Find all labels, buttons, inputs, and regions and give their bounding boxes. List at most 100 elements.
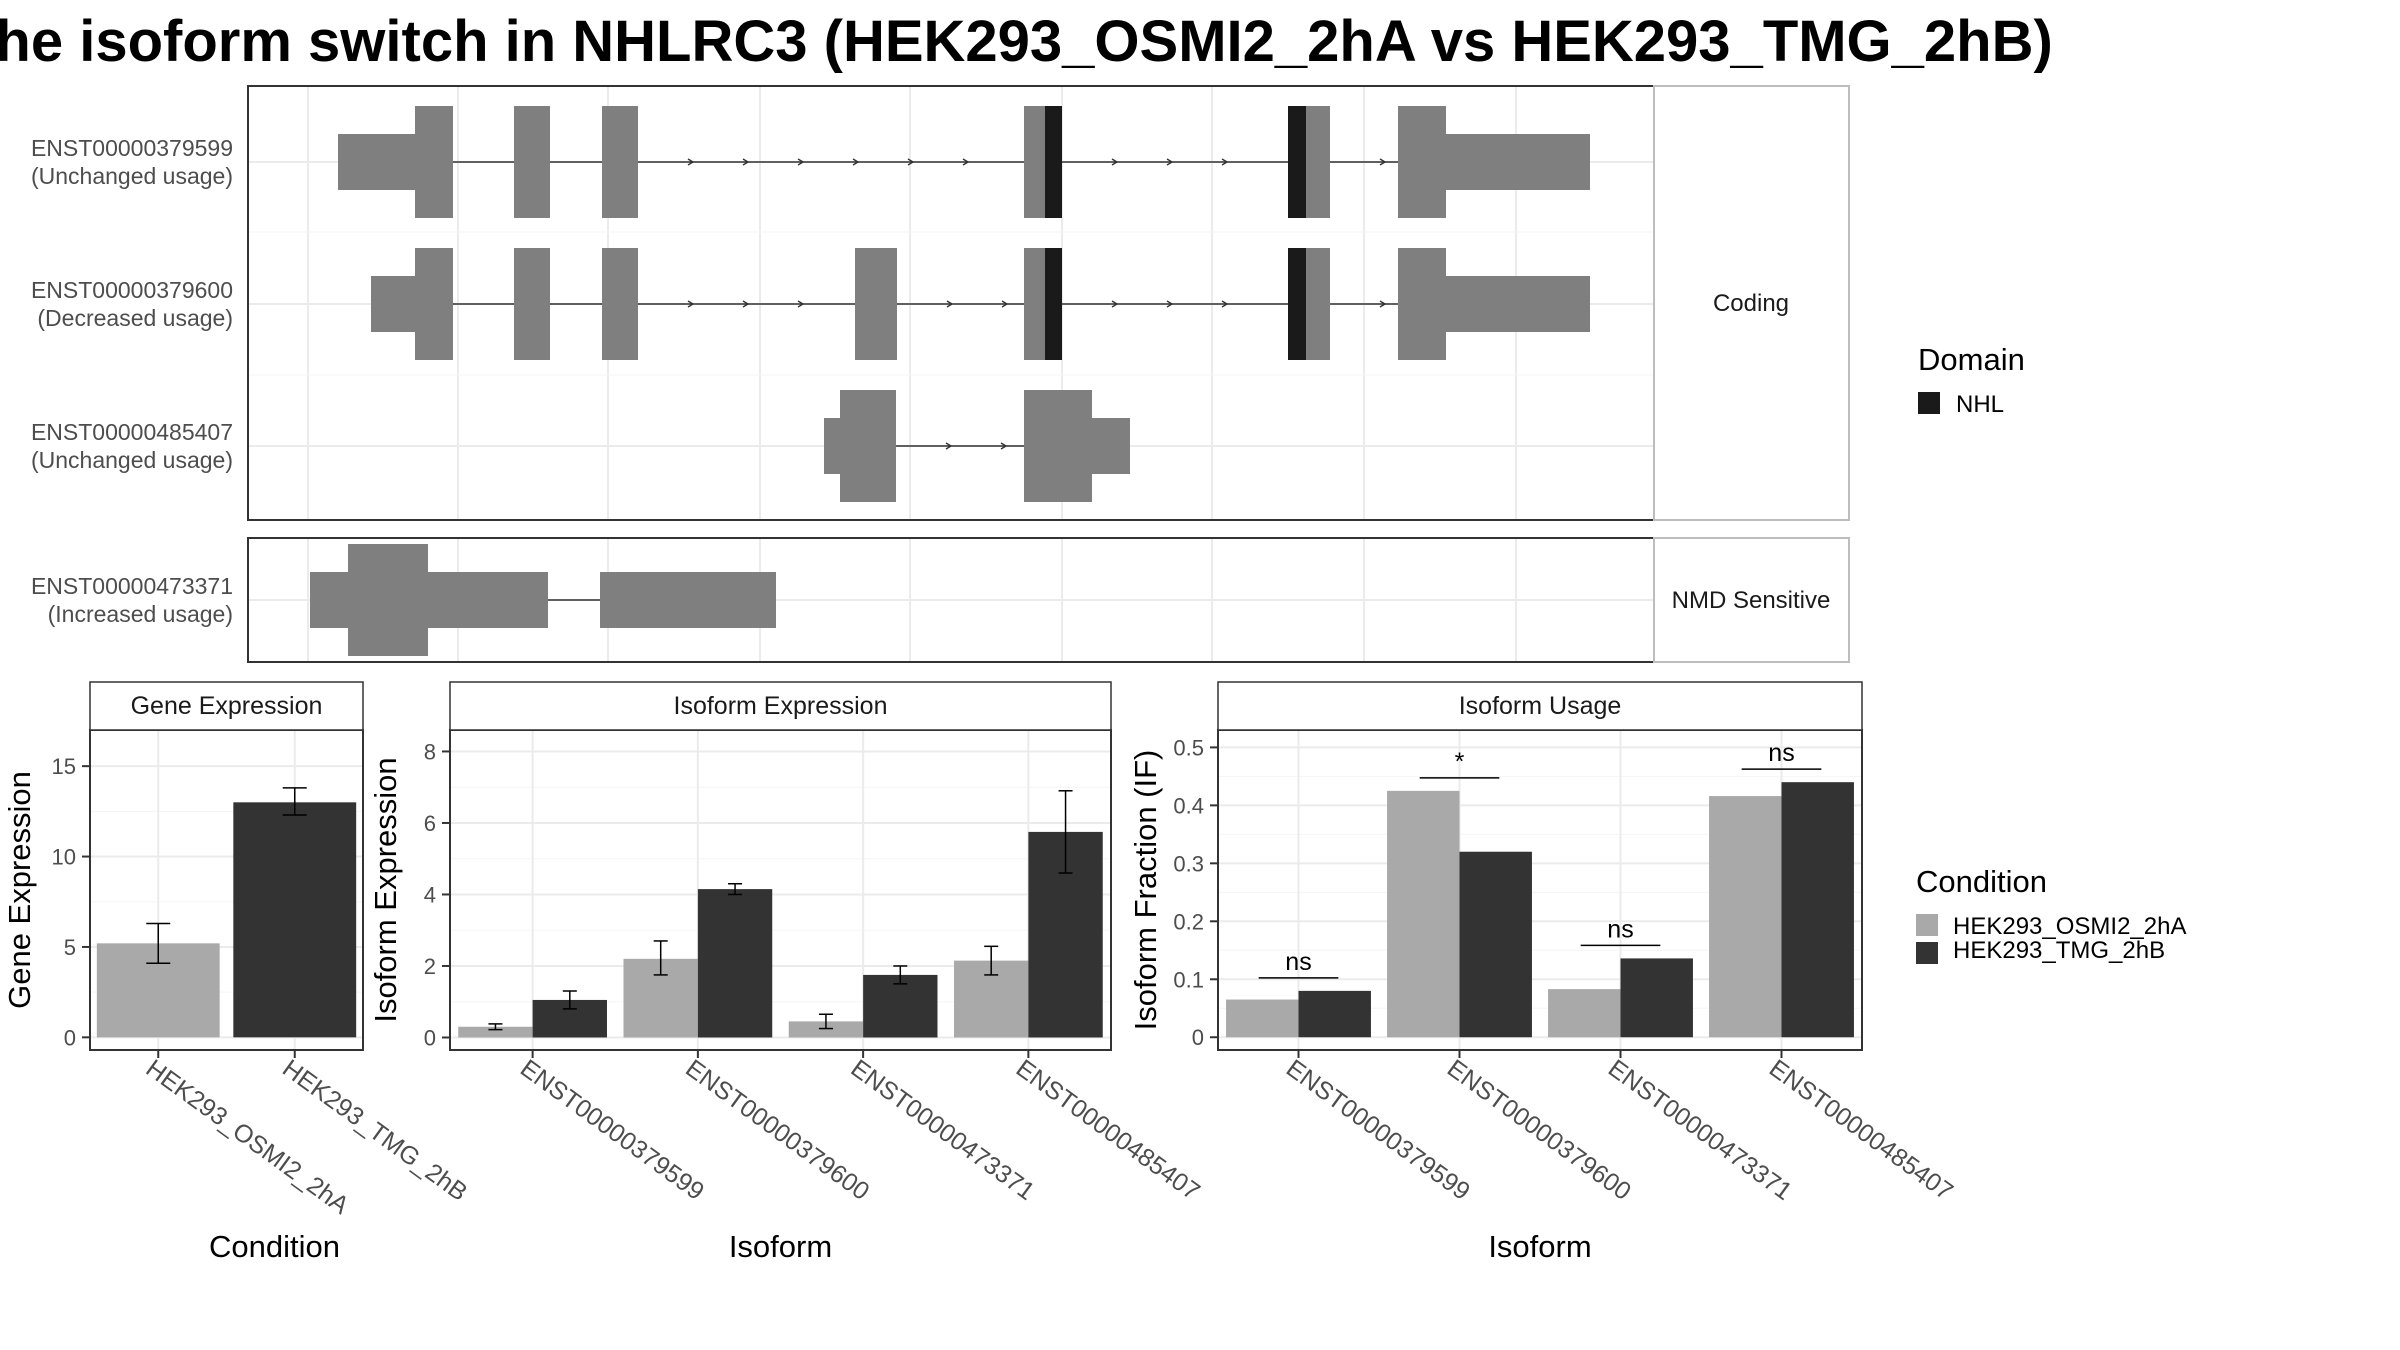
coding-exon [855,248,897,360]
nhl-domain [1045,248,1062,360]
bar [1459,851,1532,1038]
intron-arrow [687,158,695,166]
y-tick-label: 4 [424,882,436,907]
intron-arrow [945,442,953,450]
utr-exon [1446,134,1590,190]
intron-arrow [1111,158,1119,166]
coding-exon [514,248,550,360]
legend-condition-title: Condition [1916,864,2047,899]
transcript-model [338,106,1590,218]
legend-condition-swatch [1916,942,1938,964]
panel-strip [449,681,1112,731]
coding-exon [602,248,638,360]
y-tick-label: 0.1 [1173,967,1204,992]
intron-arrow [797,158,805,166]
y-axis-label: Isoform Fraction (IF) [1128,750,1163,1031]
utr-exon [824,418,840,474]
panel-title: Isoform Usage [1459,692,1622,720]
y-tick-label: 8 [424,739,436,764]
y-tick-label: 0 [64,1025,76,1050]
coding-exon [415,106,453,218]
intron-arrow [1166,158,1174,166]
intron-arrow [907,158,915,166]
utr-exon [600,572,776,628]
y-tick-label: 0.4 [1173,793,1204,818]
figure-title: The isoform switch in NHLRC3 (HEK293_OSM… [0,9,2053,74]
transcript-id-label: ENST00000485407 [31,419,233,445]
coding-exon [415,248,453,360]
coding-exon [840,390,896,502]
utr-exon [1446,276,1590,332]
coding-exon [602,106,638,218]
coding-exon [1398,248,1446,360]
chart-panel [442,681,1112,1058]
x-tick-label: ENST00000379599 [515,1054,709,1206]
transcript-usage-label: (Increased usage) [48,601,233,627]
intron-arrow [742,300,750,308]
nhl-domain [1288,248,1306,360]
y-tick-label: 10 [52,845,76,870]
transcript-usage-label: (Decreased usage) [37,305,233,331]
bar [1387,790,1460,1038]
transcript-model [310,544,776,656]
bar [1709,796,1782,1038]
panel-strip [89,681,364,731]
intron-arrow [1379,158,1387,166]
intron-arrow [797,300,805,308]
transcript-id-label: ENST00000379599 [31,135,233,161]
legend-condition-label: HEK293_TMG_2hB [1953,937,2165,964]
facet-strip-label: Coding [1713,290,1789,317]
legend-domain-label: NHL [1956,391,2004,418]
transcript-id-label: ENST00000473371 [31,573,233,599]
x-axis-label: Condition [209,1229,340,1264]
legend-condition-swatch [1916,914,1938,936]
facet-strip [1653,537,1850,663]
significance-label: ns [1768,739,1794,767]
y-tick-label: 0.2 [1173,909,1204,934]
bar [697,889,773,1038]
y-axis-label: Isoform Expression [368,757,403,1022]
y-tick-label: 0.5 [1173,735,1204,760]
bar [1620,958,1693,1038]
x-tick-label: ENST00000485407 [1011,1054,1205,1206]
nhl-domain [1288,106,1306,218]
intron-arrow [687,300,695,308]
coding-exon [514,106,550,218]
significance-label: ns [1607,915,1633,943]
transcript-model [371,248,1590,360]
x-axis-label: Isoform [1488,1229,1591,1264]
transcript-id-label: ENST00000379600 [31,277,233,303]
chart-panel [82,681,364,1058]
x-tick-label: ENST00000379600 [680,1054,874,1206]
panel-strip [1217,681,1863,731]
transcript-usage-label: (Unchanged usage) [31,163,233,189]
legend-domain-title: Domain [1918,342,2025,377]
y-tick-label: 0 [424,1025,436,1050]
intron-arrow [1001,300,1009,308]
intron-arrow [1221,158,1229,166]
bar [1548,989,1621,1038]
transcript-model [824,390,1130,502]
utr-exon [428,572,548,628]
bar [1298,990,1371,1038]
coding-exon [1398,106,1446,218]
utr-exon [338,134,415,190]
panel-title: Isoform Expression [674,692,888,720]
nhl-domain [1045,106,1062,218]
x-axis-label: Isoform [729,1229,832,1264]
bar [458,1026,533,1038]
bar [788,1021,864,1038]
intron-arrow [1111,300,1119,308]
intron-arrow [852,158,860,166]
significance-label: ns [1285,948,1311,976]
intron-arrow [1000,442,1008,450]
y-tick-label: 5 [64,935,76,960]
significance-label: * [1455,748,1465,776]
utr-exon [371,276,415,332]
y-tick-label: 6 [424,811,436,836]
intron-arrow [1221,300,1229,308]
intron-arrow [1379,300,1387,308]
bar [863,974,938,1038]
legend-domain-swatch [1918,392,1940,414]
